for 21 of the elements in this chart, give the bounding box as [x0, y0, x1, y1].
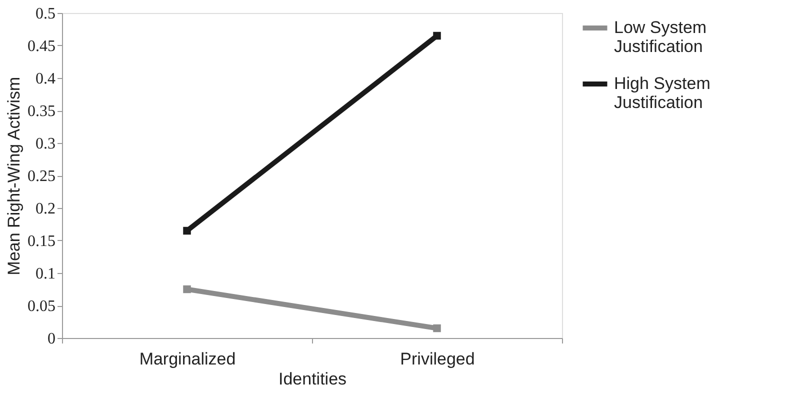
legend-label: High System Justification [614, 74, 710, 112]
y-tick-label: 0.25 [28, 168, 56, 185]
y-tick-label: 0.2 [36, 200, 56, 218]
y-tick-label: 0.1 [36, 266, 56, 282]
y-tick-label: 0.05 [28, 298, 56, 315]
y-tick-label: 0.5 [36, 6, 56, 22]
x-axis-title: Identities [278, 370, 347, 388]
x-tick-label: Marginalized [139, 350, 236, 368]
point [183, 285, 191, 294]
y-axis-title: Mean Right-Wing Activism [4, 76, 24, 276]
x-tick-label: Privileged [400, 350, 475, 368]
y-tick-label: 0.3 [36, 136, 56, 152]
y-tick-label: 0.35 [28, 103, 56, 120]
y-tick-label: 0.4 [36, 70, 56, 88]
point [183, 226, 191, 235]
legend-label: Low System Justification [614, 18, 707, 56]
y-tick-label: 0.15 [28, 233, 56, 250]
y-tick-label: 0.45 [28, 38, 56, 55]
point [433, 32, 441, 40]
point [433, 324, 441, 332]
y-tick-label: 0 [48, 330, 56, 348]
